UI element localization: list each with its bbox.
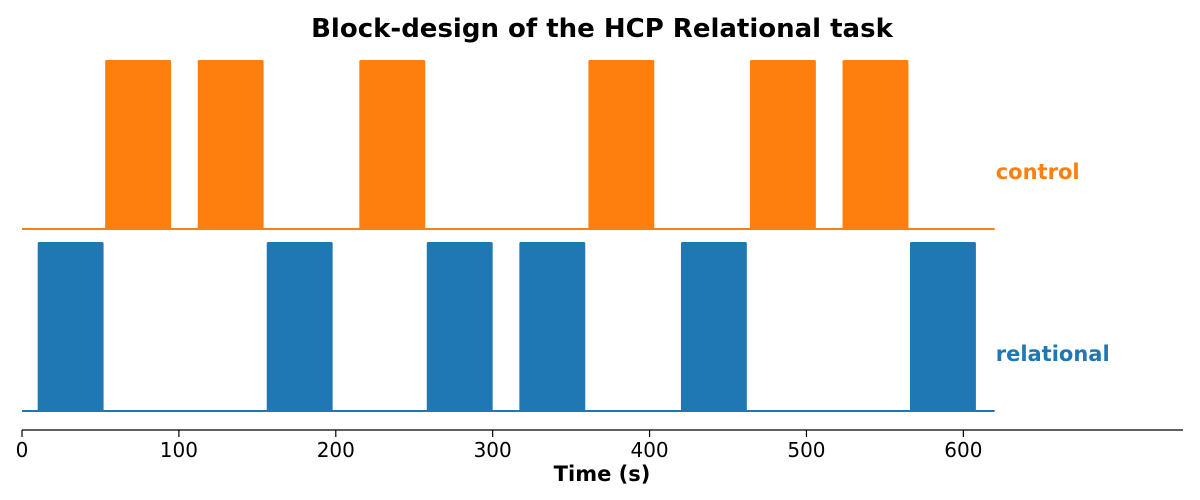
x-ticks: 0 100 200 300 400 500 600: [16, 430, 982, 462]
control-block-3: [359, 60, 426, 229]
x-tick-label: 100: [160, 438, 198, 462]
x-axis-label: Time (s): [554, 462, 651, 486]
x-tick-label: 200: [317, 438, 355, 462]
series-relational: relational: [22, 242, 1110, 412]
relational-block-6: [910, 242, 976, 411]
control-block-6: [842, 60, 909, 229]
series-control: control: [22, 60, 1080, 230]
control-block-5: [749, 60, 816, 229]
x-tick-label: 400: [630, 438, 668, 462]
relational-block-3: [426, 242, 493, 411]
x-tick-label: 500: [787, 438, 825, 462]
x-tick-label: 0: [16, 438, 29, 462]
x-tick-label: 600: [944, 438, 982, 462]
control-block-2: [197, 60, 264, 229]
control-block-1: [105, 60, 172, 229]
relational-block-2: [266, 242, 333, 411]
relational-block-4: [519, 242, 586, 411]
series-layer: control relational: [22, 60, 1110, 412]
relational-block-5: [680, 242, 747, 411]
control-block-4: [588, 60, 655, 229]
chart-title: Block-design of the HCP Relational task: [311, 14, 893, 44]
x-tick-label: 300: [474, 438, 512, 462]
relational-block-1: [37, 242, 104, 411]
control-series-label: control: [996, 160, 1080, 184]
relational-series-label: relational: [996, 342, 1110, 366]
